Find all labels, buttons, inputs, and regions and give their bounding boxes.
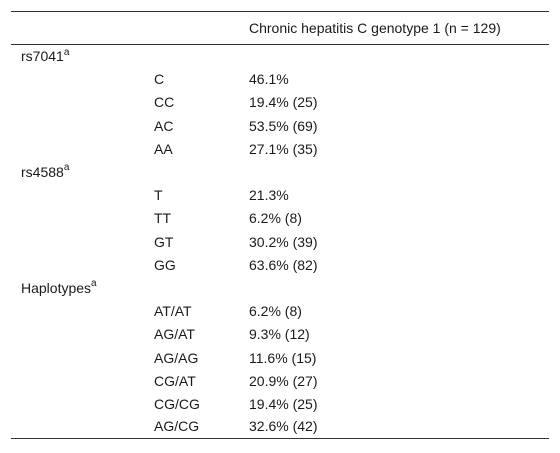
allele-cell: C — [154, 71, 165, 88]
table-row: AA 27.1% (35) — [11, 137, 549, 160]
value-cell: 19.4% (25) — [249, 94, 318, 111]
allele-cell: AG/AT — [154, 326, 195, 343]
genotype-table-container: Chronic hepatitis C genotype 1 (n = 129)… — [11, 11, 549, 439]
header-cohort: Chronic hepatitis C genotype 1 (n = 129) — [249, 20, 501, 36]
table-row: AG/AG 11.6% (15) — [11, 346, 549, 369]
value-cell: 9.3% (12) — [249, 326, 310, 343]
empty-cell — [11, 207, 154, 230]
value-cell: 27.1% (35) — [249, 140, 318, 157]
empty-cell — [11, 184, 154, 207]
empty-cell — [11, 114, 154, 137]
allele-cell: GT — [154, 233, 174, 250]
table-row: CG/CG 19.4% (25) — [11, 392, 549, 415]
empty-cell — [11, 346, 154, 369]
value-cell: 21.3% — [249, 187, 289, 204]
table-row: AC 53.5% (69) — [11, 114, 549, 137]
table-row: AT/AT 6.2% (8) — [11, 300, 549, 323]
empty-cell — [154, 276, 249, 299]
empty-cell — [249, 160, 549, 183]
footnote-marker: a — [91, 278, 97, 290]
table-row: AG/AT 9.3% (12) — [11, 323, 549, 346]
empty-cell — [11, 300, 154, 323]
value-cell: 46.1% — [249, 71, 289, 88]
group-label: Haplotypes — [21, 279, 92, 296]
footnote-marker: a — [63, 46, 70, 58]
allele-cell: GG — [154, 256, 176, 273]
header-empty-2 — [154, 12, 249, 45]
group-row: Haplotypesa — [11, 276, 549, 299]
table-row: GT 30.2% (39) — [11, 230, 549, 253]
allele-cell: AG/AG — [154, 349, 199, 366]
empty-cell — [11, 68, 154, 91]
header-empty-1 — [11, 12, 154, 45]
allele-cell: TT — [154, 210, 172, 227]
value-cell: 19.4% (25) — [249, 395, 318, 412]
allele-cell: CC — [154, 94, 175, 111]
group-label: rs7041 — [21, 48, 64, 65]
value-cell: 53.5% (69) — [249, 117, 318, 134]
empty-cell — [11, 392, 154, 415]
allele-cell: CG/AT — [154, 372, 196, 389]
empty-cell — [249, 276, 549, 299]
table-row: T 21.3% — [11, 184, 549, 207]
empty-cell — [11, 230, 154, 253]
genotype-table: Chronic hepatitis C genotype 1 (n = 129)… — [11, 11, 549, 439]
table-row: GG 63.6% (82) — [11, 253, 549, 276]
allele-cell: T — [154, 187, 163, 204]
allele-cell: AG/CG — [154, 417, 200, 434]
value-cell: 32.6% (42) — [249, 417, 318, 434]
empty-cell — [154, 45, 249, 68]
empty-cell — [11, 91, 154, 114]
empty-cell — [249, 45, 549, 68]
value-cell: 6.2% (8) — [249, 303, 302, 320]
value-cell: 20.9% (27) — [249, 372, 318, 389]
allele-cell: CG/CG — [154, 395, 200, 412]
empty-cell — [11, 137, 154, 160]
allele-cell: AT/AT — [154, 303, 192, 320]
empty-cell — [11, 253, 154, 276]
table-row: TT 6.2% (8) — [11, 207, 549, 230]
value-cell: 11.6% (15) — [249, 349, 317, 366]
group-label: rs4588 — [21, 164, 64, 181]
group-row: rs7041a — [11, 45, 549, 68]
table-body: rs7041a C 46.1% CC 19.4% (25) AC 53.5% (69) AA 2… — [11, 45, 549, 439]
table-row: AG/CG 32.6% (42) — [11, 416, 549, 439]
value-cell: 63.6% (82) — [249, 256, 318, 273]
value-cell: 30.2% (39) — [249, 233, 318, 250]
group-label-cell: rs4588a — [11, 160, 154, 183]
group-row: rs4588a — [11, 160, 549, 183]
empty-cell — [154, 160, 249, 183]
table-row: CC 19.4% (25) — [11, 91, 549, 114]
empty-cell — [11, 416, 154, 439]
value-cell: 6.2% (8) — [249, 210, 302, 227]
table-header-row: Chronic hepatitis C genotype 1 (n = 129) — [11, 11, 549, 45]
table-row: CG/AT 20.9% (27) — [11, 369, 549, 392]
allele-cell: AC — [154, 117, 174, 134]
allele-cell: AA — [154, 140, 173, 157]
empty-cell — [11, 369, 154, 392]
empty-cell — [11, 323, 154, 346]
group-label-cell: rs7041a — [11, 45, 154, 68]
table-row: C 46.1% — [11, 68, 549, 91]
group-label-cell: Haplotypesa — [11, 276, 154, 299]
footnote-marker: a — [63, 162, 70, 174]
